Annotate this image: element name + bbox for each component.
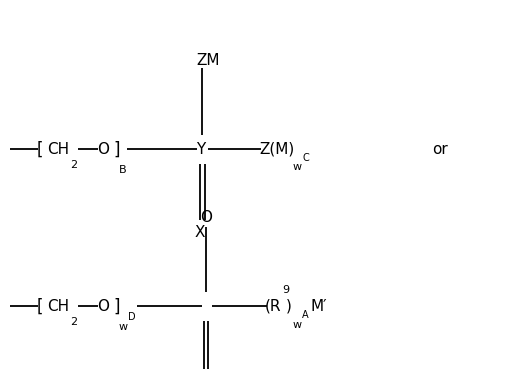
Text: D: D: [128, 312, 136, 323]
Text: or: or: [432, 142, 448, 157]
Text: CH: CH: [47, 299, 69, 314]
Text: w: w: [292, 162, 301, 172]
Text: B: B: [119, 165, 127, 175]
Text: (R: (R: [265, 299, 282, 314]
Text: 2: 2: [70, 317, 77, 327]
Text: A: A: [302, 310, 309, 321]
Text: ZM: ZM: [197, 54, 220, 68]
Text: X: X: [195, 225, 205, 240]
Text: w: w: [119, 321, 128, 332]
Text: C: C: [302, 152, 309, 163]
Text: Y: Y: [196, 142, 205, 157]
Text: CH: CH: [47, 142, 69, 157]
Text: [: [: [37, 141, 43, 158]
Text: Z(M): Z(M): [259, 142, 294, 157]
Text: ]: ]: [113, 141, 120, 158]
Text: O: O: [97, 142, 109, 157]
Text: M′: M′: [310, 299, 327, 314]
Text: ]: ]: [113, 297, 120, 315]
Text: O: O: [200, 210, 212, 225]
Text: ): ): [286, 299, 292, 314]
Text: [: [: [37, 297, 43, 315]
Text: 2: 2: [70, 160, 77, 170]
Text: w: w: [292, 320, 301, 330]
Text: O: O: [97, 299, 109, 314]
Text: 9: 9: [282, 284, 289, 295]
